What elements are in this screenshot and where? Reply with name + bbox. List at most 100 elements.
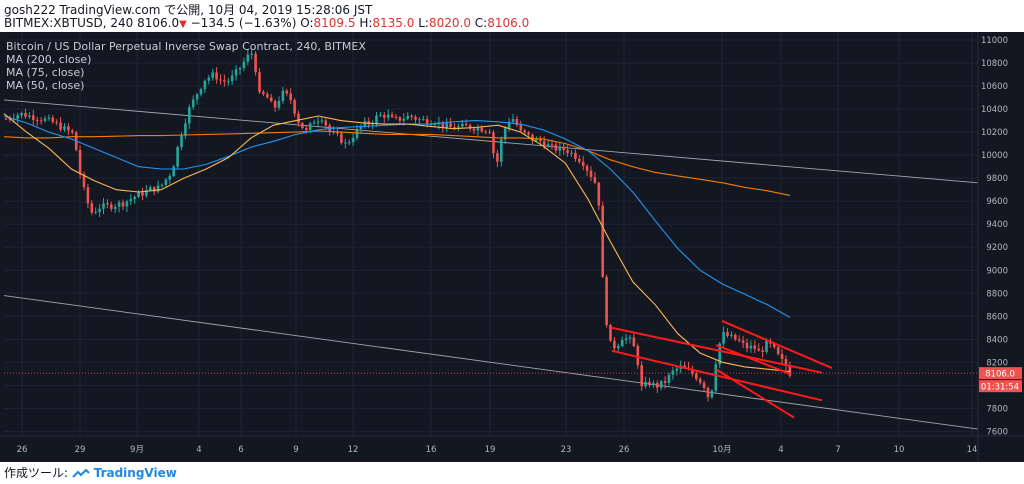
candle-body [262,91,265,95]
x-tick-label: 19 [485,445,496,455]
candle-body [363,121,367,126]
legend-ma50: MA (50, close) [6,79,85,92]
x-tick-label: 10 [894,445,905,455]
candle-body [558,146,562,151]
candle-body [320,120,324,122]
candle-body [390,114,394,117]
down-arrow-icon: ▼ [179,19,187,30]
candle-body [593,177,597,183]
candle-body [110,204,113,209]
candle-body [691,368,694,374]
candle-body [609,325,612,341]
candle-body [453,127,456,129]
candle-body [180,135,183,148]
low-value: 8020.0 [428,16,471,30]
y-tick-label: 7600 [986,427,1008,437]
x-tick-label: 7 [835,445,840,455]
footer-made-with: 作成ツール: [4,466,69,480]
candle-body [117,202,121,207]
ma75-line [3,115,791,318]
candle-body [784,358,788,366]
candle-body [554,144,558,151]
candle-body [527,132,530,135]
trendline [3,295,979,430]
candle-body [667,374,671,383]
candle-body [753,345,757,349]
y-tick-label: 9000 [986,266,1008,276]
candle-body [722,331,725,344]
candle-body [71,130,74,133]
candle-body [344,142,347,144]
footer-brand[interactable]: TradingView [93,466,177,480]
x-tick-label: 14 [967,445,978,455]
legend-ma75: MA (75, close) [6,66,85,79]
candle-body [581,161,585,167]
candle-body [710,390,714,398]
x-tick-label: 10月 [712,445,731,455]
candle-body [28,115,31,117]
candle-body [745,342,749,349]
ma200-line [3,130,791,196]
candle-body [168,176,172,180]
channel-line [715,344,791,375]
candle-body [39,120,43,122]
candle-body [164,179,168,185]
candle-body [695,373,698,379]
chart-legend: Bitcoin / US Dollar Perpetual Inverse Sw… [6,40,366,92]
candle-body [542,141,546,147]
y-tick-label: 9800 [986,174,1008,184]
candle-body [133,196,136,200]
candle-body [398,117,402,121]
y-tick-label: 8200 [986,358,1008,368]
candle-body [297,113,300,124]
candle-body [671,370,675,375]
y-tick-label: 10400 [981,105,1008,115]
chart-panel[interactable]: 7600780080008200840086008800900092009400… [0,32,1024,462]
candle-body [410,115,413,117]
candle-body [574,152,577,159]
candle-body [605,276,608,326]
y-tick-label: 9600 [986,197,1008,207]
candle-body [706,387,710,398]
y-tick-label: 10800 [981,59,1008,69]
candle-body [472,128,476,131]
candle-body [422,119,425,121]
x-tick-label: 12 [348,445,359,455]
candle-body [351,137,355,143]
candle-body [273,101,277,108]
candle-body [316,121,320,123]
candle-body [737,339,741,341]
high-value: 8135.0 [372,16,415,30]
footer: 作成ツール: TradingView [4,464,177,481]
candle-body [191,99,195,108]
candle-body [675,368,679,371]
candle-body [51,117,55,122]
candle-body [113,206,117,209]
candle-body [215,72,218,80]
candle-body [386,114,390,118]
candle-body [418,119,421,121]
candle-body [663,381,667,383]
trendline [3,99,979,184]
candle-body [566,149,569,153]
open-value: 8109.5 [313,16,356,30]
candle-body [281,90,285,101]
candle-body [476,127,480,131]
price-chart[interactable]: 7600780080008200840086008800900092009400… [0,32,1024,462]
x-tick-label: 6 [238,445,243,455]
x-tick-label: 9月 [130,445,144,455]
candle-body [203,80,207,90]
candle-body [347,142,351,144]
candle-body [59,122,62,130]
candle-body [234,69,238,76]
high-label: H: [359,16,373,30]
candle-body [98,208,101,212]
x-tick-label: 9 [293,445,298,455]
candle-body [195,94,199,100]
candle-body [402,118,406,121]
chart-header-ohlc: BITMEX:XBTUSD, 240 8106.0▼ −134.5 (−1.63… [4,16,529,30]
candle-body [219,79,222,81]
candle-body [757,348,760,351]
candle-body [269,97,273,102]
candle-body [449,123,452,128]
